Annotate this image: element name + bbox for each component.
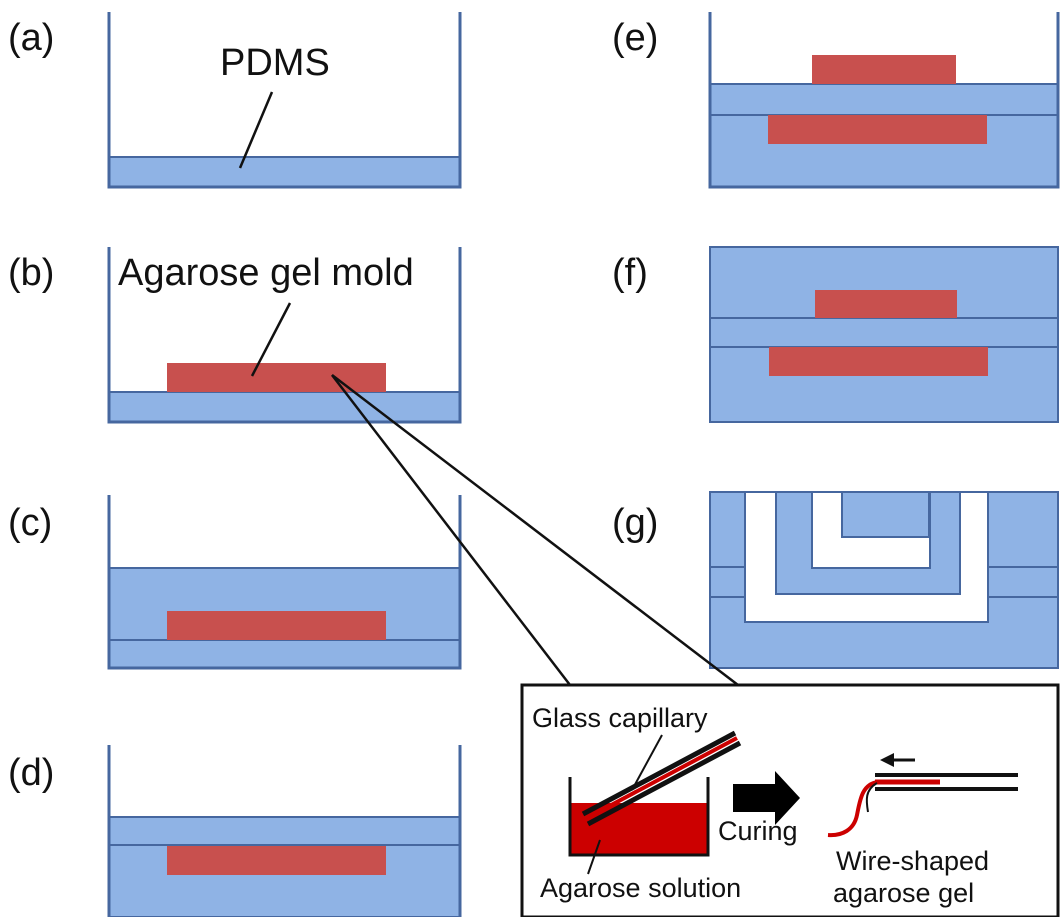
- agarose-solution-label: Agarose solution: [540, 873, 741, 903]
- panel-a-label: (a): [8, 17, 54, 59]
- agarose-gel-mold: [167, 363, 386, 392]
- inset-capillary-process: Glass capillary Agarose solution Curing …: [520, 683, 1060, 917]
- pdms-block: [709, 246, 1059, 423]
- glass-capillary-label: Glass capillary: [532, 703, 708, 733]
- panel-e: (e): [612, 12, 1060, 189]
- panel-b-label: (b): [8, 252, 54, 294]
- zoom-line-upper: [331, 374, 739, 686]
- pdms-callout-label: PDMS: [220, 42, 330, 84]
- gel-mold-leader-line: [250, 302, 292, 377]
- curing-label: Curing: [718, 816, 798, 846]
- zoom-callout: [331, 374, 739, 686]
- agarose-solution-leader: [587, 839, 601, 875]
- container-wall: [107, 495, 462, 670]
- glass-capillary-leader: [631, 734, 663, 791]
- agarose-gel-mold-top: [815, 290, 957, 318]
- agarose-gel-mold: [167, 846, 386, 875]
- agarose-gel-mold-bottom: [768, 115, 987, 144]
- agarose-solution: [570, 803, 708, 855]
- agarose-gel-mold-top: [812, 55, 956, 84]
- container-wall: [107, 745, 462, 917]
- pdms-layer: [108, 391, 461, 423]
- panel-f: (f): [612, 246, 1059, 423]
- container-wall: [107, 12, 462, 189]
- panel-d: (d): [8, 745, 462, 917]
- pdms-layer: [108, 156, 461, 188]
- panel-g-label: (g): [612, 502, 658, 544]
- zoom-line-lower: [331, 374, 571, 686]
- agarose-gel-mold: [167, 611, 386, 640]
- agarose-gel-mold-callout-label: Agarose gel mold: [118, 252, 414, 294]
- panel-d-label: (d): [8, 752, 54, 794]
- panel-a: (a) PDMS: [8, 12, 462, 189]
- capillary-fill: [584, 736, 738, 821]
- left-arrow-icon: [880, 753, 894, 767]
- wire-shaped-label-line2: agarose gel: [833, 878, 974, 908]
- pdms-center-block: [841, 491, 930, 538]
- container-wall: [107, 247, 462, 424]
- panel-g: (g): [612, 491, 1059, 669]
- capillary-wall-upper: [581, 730, 737, 817]
- panel-e-label: (e): [612, 17, 658, 59]
- panel-b: (b) Agarose gel mold: [8, 247, 462, 424]
- curing-arrow-icon: [733, 771, 800, 825]
- beaker: [568, 777, 710, 857]
- wire-shaped-gel: [827, 780, 879, 838]
- wire-shaped-label-line1: Wire-shaped: [836, 846, 989, 876]
- capillary-wall-lower: [586, 740, 742, 827]
- wire-gel-leader: [865, 782, 878, 813]
- panel-f-label: (f): [612, 252, 648, 294]
- container-wall: [708, 12, 1060, 189]
- panel-c: (c): [8, 495, 462, 670]
- agarose-gel-mold-bottom: [769, 347, 988, 376]
- panel-c-label: (c): [8, 502, 52, 544]
- pdms-leader-line: [238, 91, 274, 169]
